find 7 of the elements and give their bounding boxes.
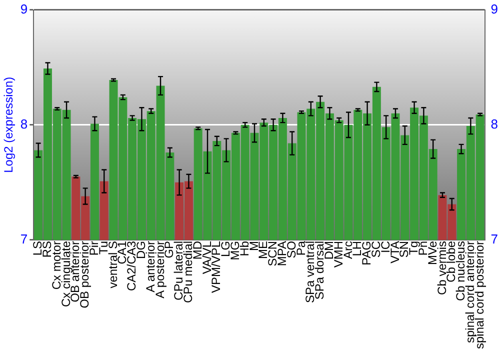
y2-tick-label: 7 <box>490 232 498 247</box>
y-axis-title: Log2 (expression) <box>2 76 16 173</box>
y-tick-label: 7 <box>20 232 28 247</box>
y-tick-label: 8 <box>20 116 28 132</box>
y-tick-label: 9 <box>20 1 28 16</box>
y2-tick-label: 9 <box>490 1 498 16</box>
y2-tick-label: 8 <box>490 116 498 132</box>
